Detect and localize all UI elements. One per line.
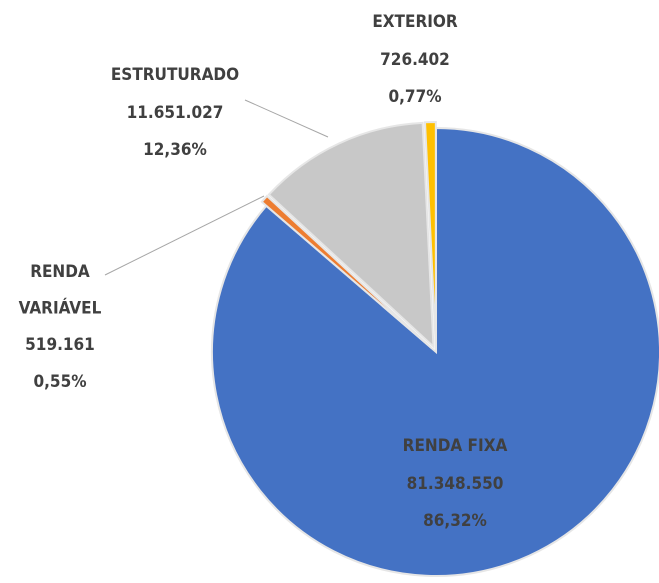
percentage-label: 0,77% xyxy=(388,87,441,107)
slice-label: ESTRUTURADO xyxy=(111,65,239,85)
slice-label: RENDA VARIÁVEL xyxy=(19,262,102,319)
pie-slice xyxy=(423,121,437,347)
pie-slice xyxy=(260,194,433,349)
value-label: 81.348.550 xyxy=(407,474,504,494)
slice-label: EXTERIOR xyxy=(372,12,458,32)
label-line: VARIÁVEL xyxy=(19,297,102,319)
leader-line xyxy=(104,195,265,276)
value-label: 519.161 xyxy=(25,335,95,355)
percentage-label: 86,32% xyxy=(423,511,487,531)
value-label: 11.651.027 xyxy=(127,103,224,123)
pie-slice xyxy=(267,121,435,349)
pie-slice xyxy=(211,126,659,577)
label-line: RENDA xyxy=(30,262,90,282)
slice-label: RENDA FIXA xyxy=(403,436,508,456)
leader-line xyxy=(244,99,329,138)
percentage-label: 12,36% xyxy=(143,140,207,160)
percentage-label: 0,55% xyxy=(33,372,86,392)
value-label: 726.402 xyxy=(380,50,450,70)
